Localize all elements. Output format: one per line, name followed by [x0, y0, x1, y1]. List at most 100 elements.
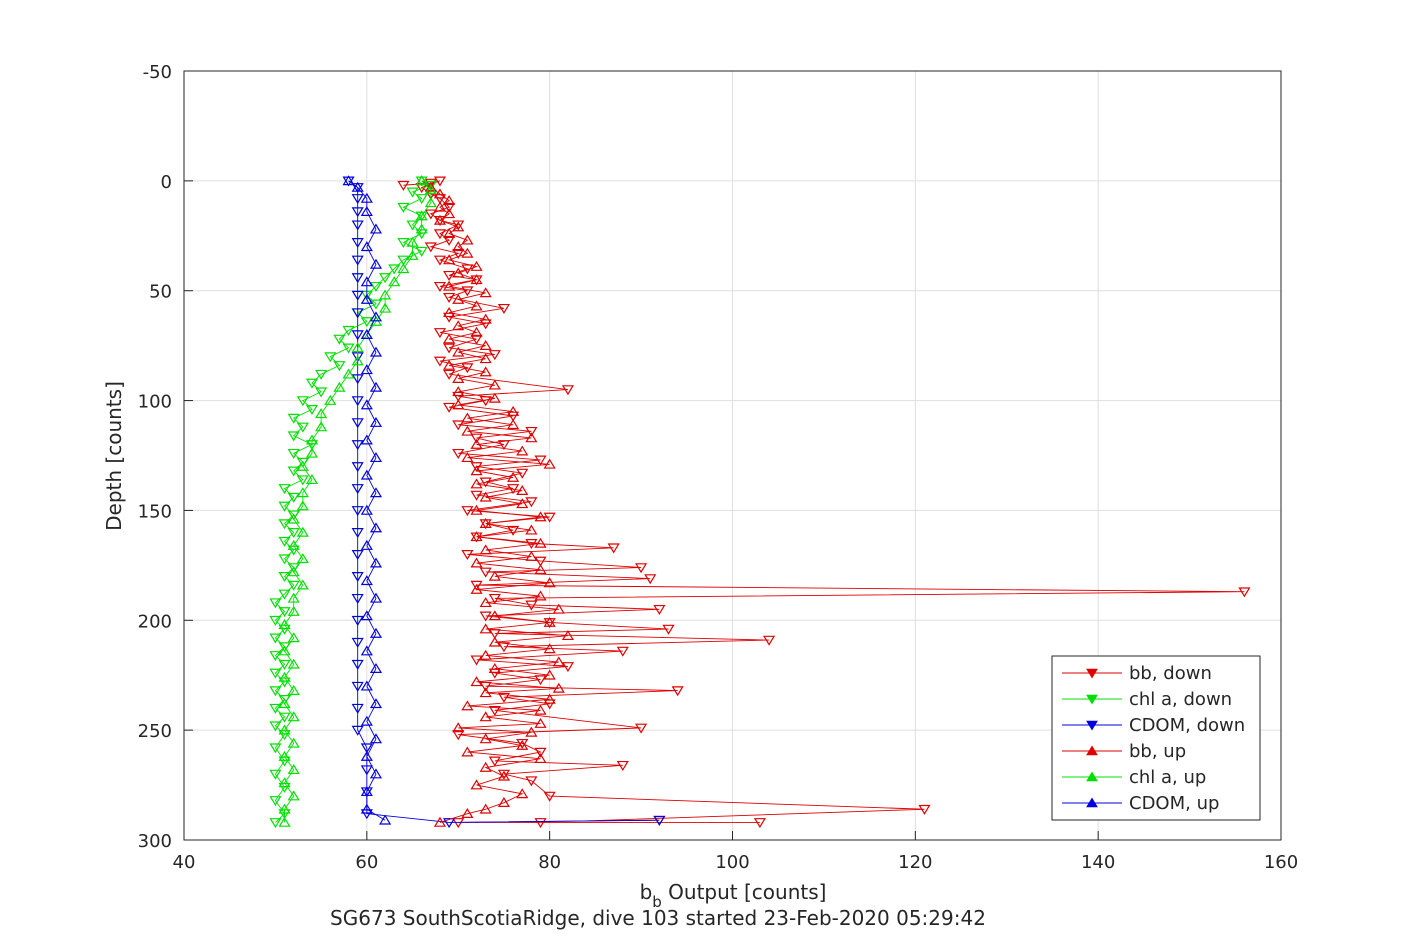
- x-tick-label: 80: [538, 852, 561, 873]
- data-point-bb-down: [507, 525, 520, 536]
- data-point-chl-a-down: [287, 492, 300, 503]
- data-point-chl-a-down: [278, 589, 291, 600]
- data-point-bb-up: [461, 234, 474, 245]
- data-point-bb-down: [433, 176, 447, 187]
- data-point-bb-up: [470, 465, 483, 476]
- legend-marker: [1086, 797, 1098, 808]
- data-point-chl-a-up: [351, 342, 364, 353]
- data-point-bb-down: [671, 686, 684, 697]
- data-point-cdom-up: [369, 258, 383, 269]
- data-point-cdom-up: [360, 434, 373, 445]
- data-point-chl-a-down: [415, 246, 428, 257]
- data-point-chl-a-up: [324, 394, 337, 405]
- data-point-cdom-up: [369, 416, 383, 427]
- data-point-bb-down: [516, 738, 529, 749]
- data-point-bb-up: [452, 320, 465, 331]
- data-point-bb-up: [461, 412, 474, 423]
- data-point-bb-up: [443, 307, 456, 318]
- data-point-bb-down: [443, 202, 456, 213]
- data-point-bb-down: [433, 281, 447, 292]
- data-point-chl-a-up: [287, 605, 300, 616]
- data-point-cdom-down: [351, 615, 364, 626]
- data-point-bb-down: [443, 402, 456, 413]
- data-point-chl-a-up: [415, 175, 428, 186]
- x-tick-label: 160: [1264, 852, 1298, 873]
- data-point-bb-down: [479, 319, 492, 330]
- data-point-bb-down: [433, 356, 447, 367]
- data-point-bb-up: [525, 550, 538, 561]
- data-point-bb-down: [452, 420, 465, 431]
- data-point-chl-a-up: [278, 619, 291, 630]
- legend-label: CDOM, up: [1129, 793, 1219, 814]
- data-point-cdom-down: [351, 220, 364, 231]
- data-point-chl-a-down: [287, 448, 300, 459]
- data-point-cdom-up: [369, 452, 383, 463]
- legend-marker: [1086, 745, 1098, 756]
- data-point-chl-a-up: [287, 658, 300, 669]
- y-tick-label: 200: [138, 611, 172, 632]
- data-point-bb-up: [470, 676, 483, 687]
- series-cdom-down: [342, 176, 666, 829]
- data-point-bb-down: [488, 706, 501, 717]
- data-point-bb-up: [479, 597, 492, 608]
- data-point-chl-a-up: [305, 447, 319, 458]
- data-point-chl-a-up: [333, 381, 346, 392]
- legend-box: [1051, 655, 1261, 821]
- data-point-chl-a-up: [278, 724, 291, 735]
- data-point-bb-down: [443, 312, 456, 323]
- data-point-bb-down: [443, 270, 456, 281]
- data-point-bb-up: [452, 267, 465, 278]
- data-point-bb-down: [470, 433, 483, 444]
- data-point-chl-a-down: [342, 325, 355, 336]
- data-point-chl-a-down: [296, 422, 309, 433]
- data-point-bb-down: [424, 178, 437, 189]
- data-point-cdom-up: [360, 504, 373, 515]
- data-point-bb-down: [424, 209, 437, 220]
- data-point-bb-up: [470, 779, 483, 790]
- series-cdom-up: [342, 175, 392, 825]
- x-tick-labels: 40 60 80 100 120 140 160: [173, 852, 1299, 873]
- data-point-bb-down: [516, 468, 529, 479]
- data-point-bb-up: [479, 313, 492, 324]
- data-point-bb-down: [525, 426, 538, 437]
- y-tick-label: 150: [138, 501, 172, 522]
- data-point-bb-down: [662, 624, 675, 635]
- figure-footer: SG673 SouthScotiaRidge, dive 103 started…: [330, 906, 986, 930]
- data-point-cdom-up: [369, 557, 383, 568]
- data-point-cdom-up: [360, 364, 373, 375]
- data-point-bb-down: [753, 818, 766, 829]
- data-point-chl-a-down: [278, 571, 291, 583]
- y-tick-label: 50: [149, 282, 172, 303]
- data-point-bb-down: [461, 286, 474, 297]
- data-point-cdom-up: [369, 381, 383, 392]
- data-point-cdom-up: [369, 662, 383, 673]
- series-chl-a-up: [278, 175, 437, 827]
- data-point-bb-down: [443, 235, 456, 246]
- data-point-bb-up: [552, 656, 565, 667]
- data-point-cdom-up: [369, 346, 383, 357]
- legend-marker: [1086, 771, 1098, 782]
- data-point-bb-down: [479, 611, 492, 622]
- data-point-bb-up: [534, 564, 547, 575]
- data-point-cdom-down: [351, 418, 364, 429]
- y-tick-label: 0: [161, 172, 172, 193]
- data-point-cdom-down: [351, 659, 364, 670]
- data-point-bb-up: [488, 610, 501, 621]
- data-point-bb-up: [534, 511, 547, 522]
- data-point-bb-up: [479, 761, 492, 772]
- data-point-bb-up: [470, 260, 483, 271]
- data-point-cdom-down: [351, 194, 364, 205]
- data-point-cdom-down: [351, 703, 364, 714]
- data-point-chl-a-up: [287, 790, 300, 801]
- data-point-bb-up: [534, 717, 547, 728]
- legend-entry-bb-down: bb, down: [1062, 663, 1212, 684]
- data-point-chl-a-up: [397, 263, 410, 274]
- data-point-cdom-down: [351, 637, 364, 648]
- data-point-bb-up: [479, 287, 492, 298]
- data-point-bb-up: [552, 682, 565, 693]
- data-point-bb-down: [497, 440, 511, 451]
- data-point-chl-a-up: [287, 592, 300, 603]
- data-point-chl-a-up: [379, 289, 392, 300]
- data-point-bb-down: [461, 550, 474, 561]
- data-point-bb-down: [525, 497, 538, 508]
